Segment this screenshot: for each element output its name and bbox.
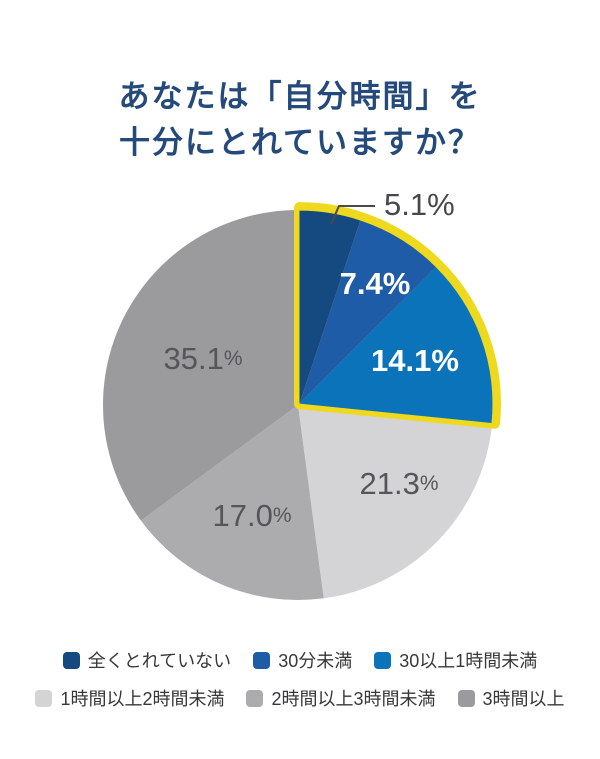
legend-item-3: 1時間以上2時間未満 bbox=[35, 685, 224, 711]
pie-slice-3 bbox=[298, 405, 493, 599]
legend-label: 3時間以上 bbox=[482, 689, 565, 709]
legend-swatch-icon bbox=[374, 651, 392, 669]
legend-label: 全くとれていない bbox=[87, 651, 232, 671]
pie-slice-5 bbox=[102, 209, 298, 521]
pie-slice-0 bbox=[299, 210, 361, 404]
legend-item-2: 30以上1時間未満 bbox=[374, 647, 537, 673]
legend-item-1: 30分未満 bbox=[253, 647, 352, 673]
slice-label-4: 17.0% bbox=[212, 498, 291, 533]
legend-label: 2時間以上3時間未満 bbox=[271, 689, 436, 709]
legend-item-0: 全くとれていない bbox=[62, 647, 232, 673]
legend-item-4: 2時間以上3時間未満 bbox=[246, 685, 436, 711]
legend-swatch-icon bbox=[246, 689, 264, 707]
slice-label-1: 7.4% bbox=[340, 266, 411, 301]
slice-label-3: 21.3% bbox=[359, 466, 438, 501]
page-title-line2: 十分にとれていますか？ bbox=[118, 124, 482, 160]
legend: 全くとれていない 30分未満 30以上1時間未満 1時間以上2時間未満 2時間以上3時間… bbox=[0, 647, 600, 711]
slice-label-0: 5.1% bbox=[384, 187, 455, 222]
legend-swatch-icon bbox=[35, 689, 53, 707]
legend-row-2: 1時間以上2時間未満 2時間以上3時間未満 3時間以上 bbox=[35, 685, 565, 711]
legend-swatch-icon bbox=[253, 651, 271, 669]
page-title-line1: あなたは「自分時間」を bbox=[118, 78, 482, 114]
pie-slice-4 bbox=[140, 405, 324, 600]
legend-swatch-icon bbox=[457, 689, 475, 707]
pie-slice-1 bbox=[299, 220, 436, 404]
legend-label: 1時間以上2時間未満 bbox=[60, 689, 225, 709]
legend-label: 30以上1時間未満 bbox=[399, 651, 538, 671]
slice-label-2: 14.1% bbox=[371, 343, 459, 378]
callout-line bbox=[330, 205, 375, 225]
legend-label: 30分未満 bbox=[278, 651, 353, 671]
slice-label-5: 35.1% bbox=[163, 341, 242, 376]
pie-slice-2 bbox=[299, 267, 493, 424]
legend-swatch-icon bbox=[62, 651, 80, 669]
legend-item-5: 3時間以上 bbox=[457, 685, 565, 711]
page-title: あなたは「自分時間」を 十分にとれていますか？ bbox=[0, 74, 600, 166]
legend-row-1: 全くとれていない 30分未満 30以上1時間未満 bbox=[62, 647, 537, 673]
